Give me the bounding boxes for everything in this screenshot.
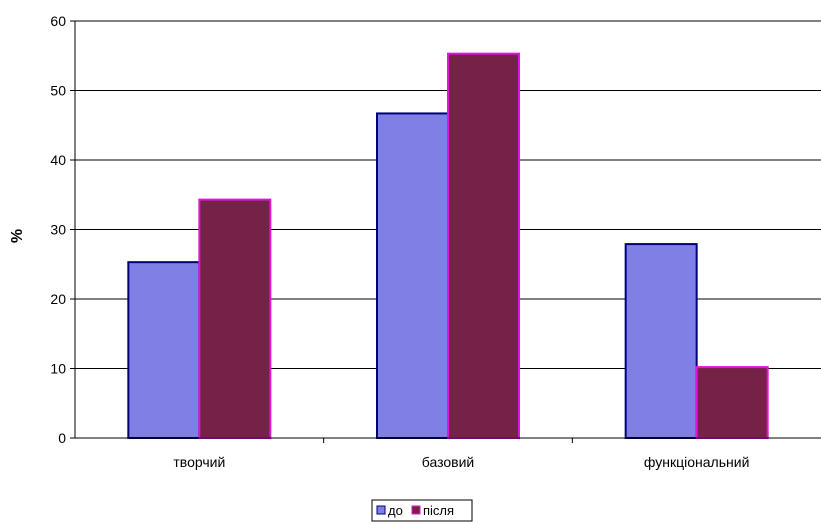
y-tick-label: 40 bbox=[50, 152, 66, 168]
x-category-label: базовий bbox=[422, 454, 474, 470]
legend-swatch-1 bbox=[411, 505, 421, 515]
bar-do-2 bbox=[624, 243, 698, 439]
y-tick-label: 50 bbox=[50, 83, 66, 99]
legend: до після bbox=[371, 499, 473, 522]
axes bbox=[70, 20, 821, 443]
y-tick-label: 20 bbox=[50, 291, 66, 307]
bar-pislia-1 bbox=[447, 52, 520, 439]
y-tick-label: 0 bbox=[58, 430, 66, 446]
legend-label-1: після bbox=[423, 503, 454, 518]
x-category-label: функціональний bbox=[644, 454, 750, 470]
x-category-labels: творчий базовий функціональний bbox=[173, 454, 749, 470]
bars bbox=[127, 52, 769, 440]
y-tick-labels: 0 10 20 30 40 50 60 bbox=[50, 13, 66, 446]
y-tick-label: 60 bbox=[50, 13, 66, 29]
bar-do-0 bbox=[127, 261, 201, 440]
x-category-label: творчий bbox=[173, 454, 225, 470]
bar-pislia-2 bbox=[695, 366, 769, 439]
legend-swatch-0 bbox=[376, 505, 386, 515]
y-tick-label: 10 bbox=[50, 361, 66, 377]
bar-pislia-0 bbox=[198, 198, 272, 439]
legend-box bbox=[371, 499, 473, 522]
bar-do-1 bbox=[376, 112, 449, 439]
y-tick-label: 30 bbox=[50, 222, 66, 238]
legend-label-0: до bbox=[388, 503, 403, 518]
y-axis-title: % bbox=[9, 229, 26, 243]
